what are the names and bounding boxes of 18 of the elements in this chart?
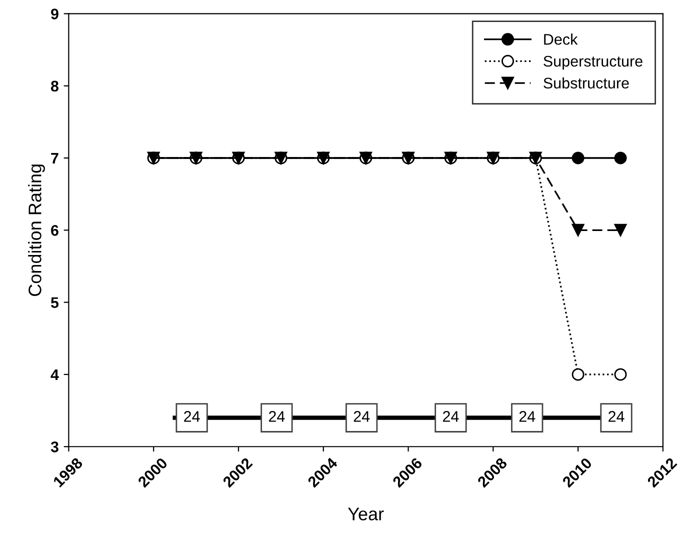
annotation: 24	[354, 411, 370, 422]
legend-label: Superstructure	[544, 56, 642, 70]
annotation: 24	[268, 411, 285, 422]
y-tick-label: 9	[51, 8, 58, 20]
annotation: 24	[184, 411, 200, 422]
y-tick-label: 8	[50, 80, 59, 92]
legend-label: Substructure	[544, 77, 629, 89]
annotation: 24	[519, 411, 536, 422]
annotation: 24	[608, 411, 624, 422]
y-tick-label: 6	[51, 225, 58, 236]
x-axis-title: Year	[348, 508, 384, 520]
y-tick-label: 5	[50, 297, 59, 308]
y-tick-label: 3	[50, 441, 58, 452]
y-tick-label: 7	[51, 153, 58, 164]
y-tick-label: 4	[50, 369, 59, 380]
y-axis-title: Condition Rating	[28, 164, 45, 296]
annotation: 24	[442, 411, 459, 422]
legend-label: Deck	[544, 34, 578, 45]
